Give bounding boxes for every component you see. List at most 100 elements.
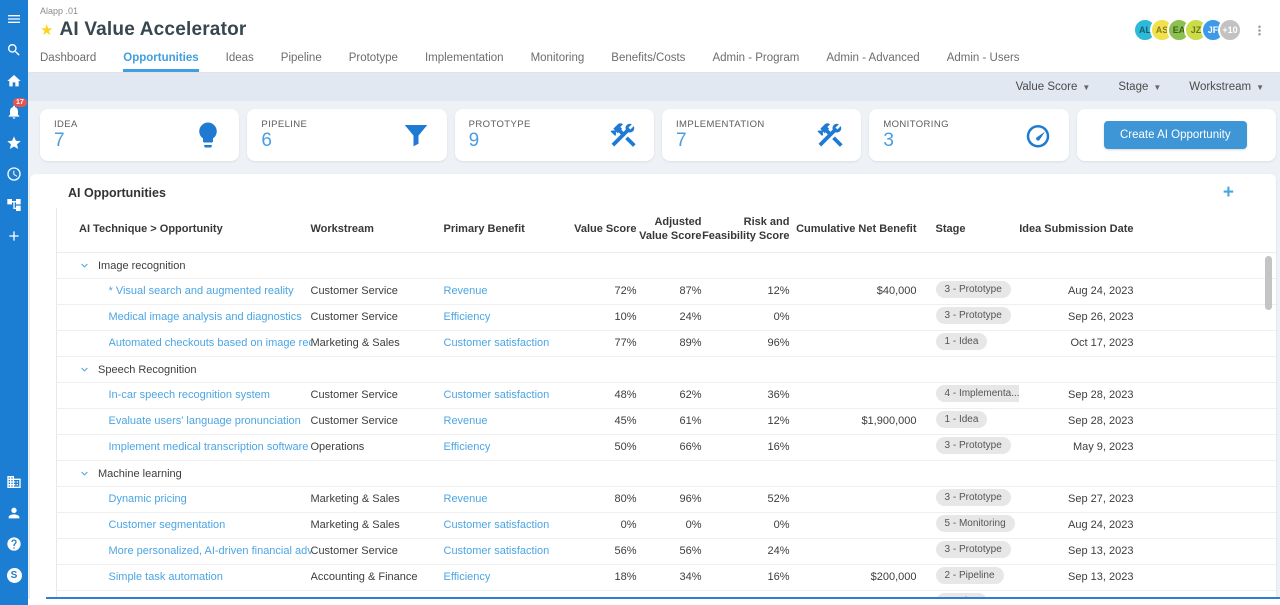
favorite-star-icon[interactable]: ★	[40, 22, 54, 39]
primary-benefit-link[interactable]: Revenue	[443, 285, 488, 297]
notifications-icon[interactable]: 17	[5, 98, 27, 121]
col-header-risk-feasibility-score[interactable]: Risk and Feasibility Score	[701, 208, 790, 253]
adjusted-value-score-cell: 96%	[636, 486, 702, 513]
stage-card-label: PIPELINE	[261, 118, 308, 130]
help-icon[interactable]	[5, 535, 23, 553]
opportunity-link[interactable]: Implement medical transcription software…	[108, 441, 311, 453]
vertical-scrollbar-thumb[interactable]	[1265, 256, 1272, 310]
stage-card-count: 3	[883, 129, 894, 151]
avatar[interactable]: +10	[1218, 18, 1242, 42]
filter-label: Value Score	[1015, 81, 1078, 93]
risk-feasibility-score-cell: 24%	[701, 538, 790, 565]
stage-card-label: IMPLEMENTATION	[675, 118, 765, 130]
risk-feasibility-score-cell: 36%	[701, 382, 790, 409]
primary-benefit-link[interactable]: Revenue	[443, 493, 488, 505]
stage-card-prototype[interactable]: PROTOTYPE 9	[454, 109, 654, 161]
app-logo-icon[interactable]: S	[5, 566, 23, 584]
create-opportunity-card: Create AI Opportunity	[1076, 109, 1276, 161]
workstream-cell: Marketing & Sales	[310, 330, 444, 357]
favorites-icon[interactable]	[5, 134, 23, 152]
opportunity-link[interactable]: Evaluate users' language pronunciation	[108, 415, 301, 427]
stage-card-implementation[interactable]: IMPLEMENTATION 7	[661, 109, 862, 161]
primary-benefit-link[interactable]: Efficiency	[443, 571, 491, 583]
search-icon[interactable]	[5, 41, 23, 59]
menu-icon[interactable]	[5, 10, 23, 28]
col-header-workstream[interactable]: Workstream	[310, 208, 444, 253]
add-opportunity-icon[interactable]: +	[1222, 182, 1234, 203]
history-icon[interactable]	[5, 165, 23, 183]
opportunity-link[interactable]: Customer segmentation	[108, 519, 226, 531]
stage-badge: 3 - Prototype	[935, 307, 1011, 324]
primary-benefit-link[interactable]: Efficiency	[443, 441, 491, 453]
opportunity-link[interactable]: In-car speech recognition system	[108, 389, 270, 401]
primary-benefit-link[interactable]: Customer satisfaction	[443, 519, 550, 531]
primary-benefit-link[interactable]: Revenue	[443, 415, 488, 427]
table-group-row[interactable]: Speech Recognition	[56, 356, 1276, 383]
tab-prototype[interactable]: Prototype	[349, 52, 398, 72]
col-header-stage[interactable]: Stage	[916, 208, 1019, 253]
tab-implementation[interactable]: Implementation	[425, 52, 504, 72]
tab-opportunities[interactable]: Opportunities	[123, 52, 199, 72]
stage-badge: 3 - Prototype	[935, 541, 1011, 558]
avatar[interactable]: AS	[1150, 18, 1174, 42]
idea-submission-date-cell: Aug 24, 2023	[1018, 512, 1134, 539]
user-icon[interactable]	[5, 504, 23, 522]
primary-benefit-link[interactable]: Customer satisfaction	[443, 389, 550, 401]
tab-ideas[interactable]: Ideas	[226, 52, 254, 72]
add-icon[interactable]	[5, 227, 23, 245]
stage-card-pipeline[interactable]: PIPELINE 6	[247, 109, 447, 161]
tab-dashboard[interactable]: Dashboard	[40, 52, 96, 72]
group-label: Speech Recognition	[98, 363, 197, 376]
home-icon[interactable]	[5, 72, 23, 90]
col-header-primary-benefit[interactable]: Primary Benefit	[443, 208, 557, 253]
adjusted-value-score-cell: 66%	[636, 434, 702, 461]
tab-benefits-costs[interactable]: Benefits/Costs	[611, 52, 685, 72]
tab-label: Prototype	[348, 52, 398, 64]
stage-card-count: 9	[468, 129, 480, 151]
create-ai-opportunity-button[interactable]: Create AI Opportunity	[1104, 121, 1247, 149]
workstream-cell: Operations	[310, 434, 444, 461]
idea-submission-date-cell: May 9, 2023	[1018, 434, 1134, 461]
col-header-idea-submission-date[interactable]: Idea Submission Date	[1018, 208, 1134, 253]
tab-admin-users[interactable]: Admin - Users	[947, 52, 1020, 72]
risk-feasibility-score-cell: 52%	[701, 486, 790, 513]
opportunity-link[interactable]: * Visual search and augmented reality	[108, 285, 294, 297]
opportunity-link[interactable]: Automated checkouts based on image recog	[108, 337, 311, 349]
table-group-row[interactable]: Image recognition	[56, 252, 1276, 279]
tab-label: Dashboard	[40, 52, 97, 64]
stage-card-monitoring[interactable]: MONITORING 3	[869, 109, 1069, 161]
adjusted-value-score-cell: 34%	[636, 564, 702, 591]
group-label: Machine learning	[98, 467, 182, 480]
tab-admin-advanced[interactable]: Admin - Advanced	[826, 52, 919, 72]
filter-value-score[interactable]: Value Score ▼	[1016, 81, 1091, 93]
cumulative-net-benefit-cell	[789, 486, 917, 513]
opportunity-link[interactable]: Medical image analysis and diagnostics	[108, 311, 302, 323]
tab-pipeline[interactable]: Pipeline	[281, 52, 322, 72]
table-group-row[interactable]: Machine learning	[56, 460, 1276, 487]
more-menu-icon[interactable]	[1250, 21, 1268, 39]
col-header-opportunity[interactable]: AI Technique > Opportunity	[56, 208, 311, 253]
opportunity-link[interactable]: More personalized, AI-driven financial a…	[108, 545, 311, 557]
opportunity-link[interactable]: Simple task automation	[108, 571, 223, 583]
risk-feasibility-score-cell: 96%	[701, 330, 790, 357]
horizontal-scroll-indicator[interactable]	[46, 597, 1280, 599]
tab-label: Admin - Users	[946, 52, 1020, 64]
stage-card-idea[interactable]: IDEA 7	[40, 109, 240, 161]
sitemap-icon[interactable]	[5, 196, 23, 214]
opportunity-row: Evaluate users' language pronunciation C…	[56, 408, 1276, 435]
cumulative-net-benefit-cell	[789, 434, 917, 461]
col-header-adjusted-value-score[interactable]: Adjusted Value Score	[636, 208, 702, 253]
primary-benefit-link[interactable]: Customer satisfaction	[443, 337, 550, 349]
value-score-cell: 72%	[556, 278, 637, 305]
cumulative-net-benefit-cell	[789, 382, 917, 409]
tab-admin-program[interactable]: Admin - Program	[712, 52, 799, 72]
filter-stage[interactable]: Stage ▼	[1118, 81, 1161, 93]
col-header-cumulative-net-benefit[interactable]: Cumulative Net Benefit	[789, 208, 917, 253]
organization-icon[interactable]	[5, 473, 23, 491]
primary-benefit-link[interactable]: Customer satisfaction	[443, 545, 550, 557]
primary-benefit-link[interactable]: Efficiency	[443, 311, 491, 323]
col-header-value-score[interactable]: Value Score	[556, 208, 637, 253]
opportunity-link[interactable]: Dynamic pricing	[108, 493, 187, 505]
filter-workstream[interactable]: Workstream ▼	[1189, 81, 1264, 93]
tab-monitoring[interactable]: Monitoring	[531, 52, 585, 72]
